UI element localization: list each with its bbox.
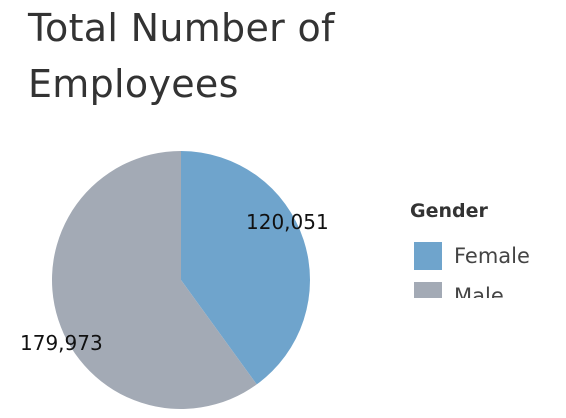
legend-title: Gender xyxy=(410,200,488,222)
pie-labels: 120,051 179,973 xyxy=(20,210,329,355)
slice-label-female: 120,051 xyxy=(246,210,329,234)
legend-item-female[interactable]: Female xyxy=(410,236,560,276)
legend-item-male[interactable]: Male xyxy=(410,276,560,298)
chart-title: Total Number of Employees xyxy=(28,6,335,106)
pie-slice-female[interactable] xyxy=(181,151,310,385)
legend-swatch-female xyxy=(414,242,442,270)
pie-slices xyxy=(51,150,310,409)
pie-slice-male[interactable] xyxy=(51,150,257,409)
legend-swatch-male xyxy=(414,282,442,298)
slice-label-male: 179,973 xyxy=(20,331,103,355)
legend-label-female: Female xyxy=(454,244,530,268)
legend-label-male: Male xyxy=(454,284,504,298)
legend: Gender Female Male xyxy=(410,198,560,298)
legend-list[interactable]: Female Male xyxy=(410,236,560,298)
